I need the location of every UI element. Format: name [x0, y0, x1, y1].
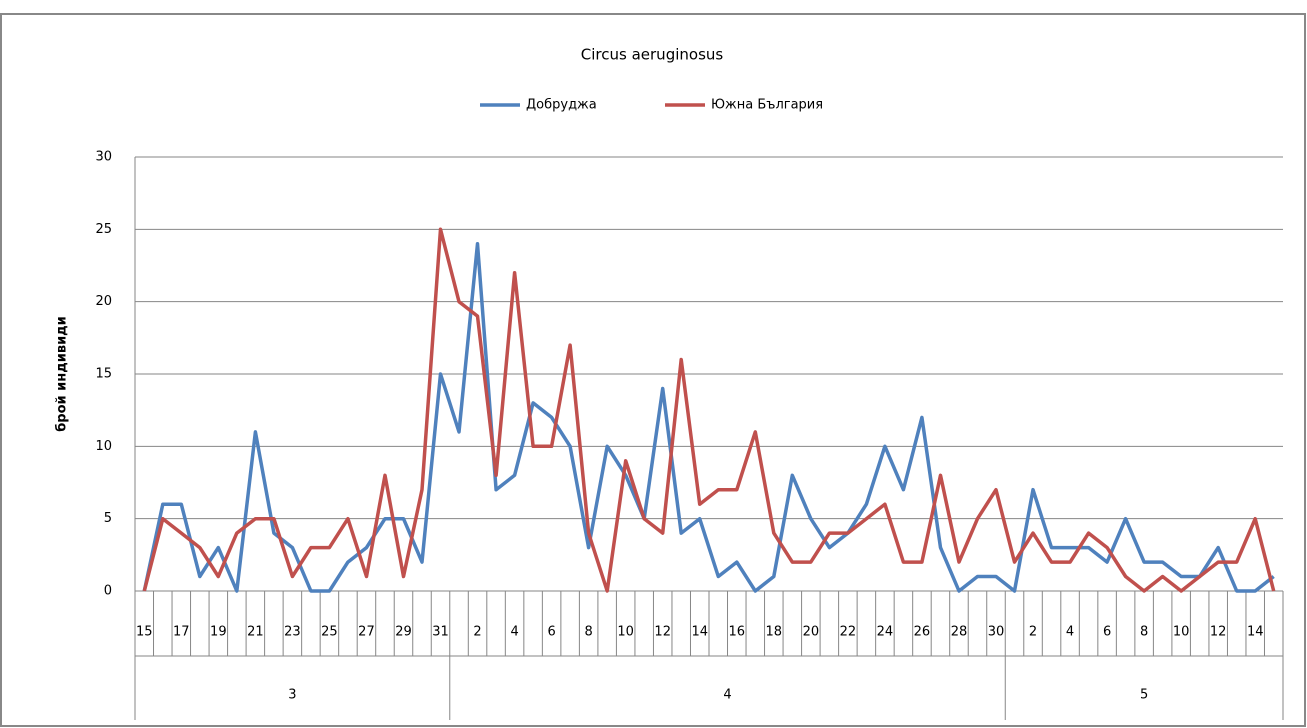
x-tick-label: 16: [729, 625, 746, 640]
x-tick-label: 25: [321, 625, 338, 640]
x-tick-label: 10: [617, 625, 634, 640]
x-tick-label: 18: [766, 625, 783, 640]
x-tick-label: 26: [914, 625, 931, 640]
series-line: [142, 227, 1276, 593]
x-tick-label: 12: [1210, 625, 1227, 640]
legend-label: Южна България: [711, 98, 823, 113]
group-label: 3: [288, 688, 296, 703]
y-tick-label: 15: [95, 367, 112, 382]
y-tick-label: 20: [95, 294, 112, 309]
x-tick-label: 21: [247, 625, 264, 640]
x-tick-label: 31: [432, 625, 449, 640]
y-tick-label: 0: [104, 584, 112, 599]
x-tick-label: 27: [358, 625, 375, 640]
legend-label: Добруджа: [526, 98, 597, 113]
group-label: 4: [723, 688, 731, 703]
x-tick-label: 29: [395, 625, 412, 640]
x-tick-label: 23: [284, 625, 301, 640]
y-tick-label: 5: [104, 511, 112, 526]
group-label: 5: [1140, 688, 1148, 703]
x-tick-label: 8: [1140, 625, 1148, 640]
x-tick-label: 17: [173, 625, 190, 640]
x-tick-label: 22: [840, 625, 857, 640]
x-tick-label: 4: [1066, 625, 1074, 640]
x-tick-label: 6: [1103, 625, 1111, 640]
y-axis-label: брой индивиди: [55, 316, 70, 432]
x-tick-label: 8: [585, 625, 593, 640]
x-tick-label: 2: [473, 625, 481, 640]
chart-title: Circus aeruginosus: [581, 46, 724, 64]
x-tick-label: 15: [136, 625, 153, 640]
y-tick-label: 30: [95, 150, 112, 165]
x-tick-label: 28: [951, 625, 968, 640]
x-tick-label: 19: [210, 625, 227, 640]
y-tick-label: 10: [95, 439, 112, 454]
x-tick-label: 10: [1173, 625, 1190, 640]
x-tick-label: 14: [691, 625, 708, 640]
x-tick-label: 14: [1247, 625, 1264, 640]
x-tick-label: 20: [803, 625, 820, 640]
x-tick-label: 12: [654, 625, 671, 640]
x-tick-label: 6: [547, 625, 555, 640]
x-tick-label: 30: [988, 625, 1005, 640]
x-tick-label: 4: [510, 625, 518, 640]
series-line: [142, 242, 1275, 593]
x-tick-label: 24: [877, 625, 894, 640]
x-tick-label: 2: [1029, 625, 1037, 640]
y-tick-label: 25: [95, 222, 112, 237]
